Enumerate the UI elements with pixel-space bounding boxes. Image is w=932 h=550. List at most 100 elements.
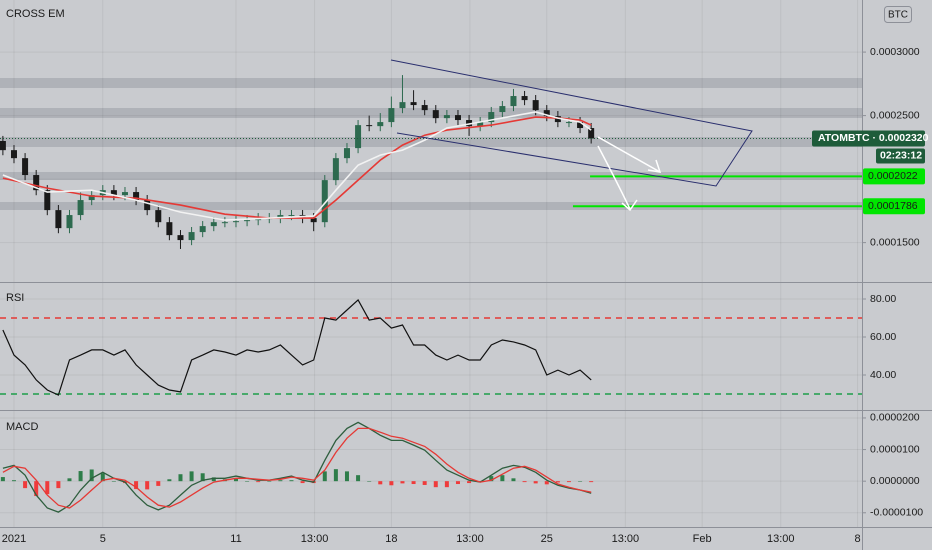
- histogram-bar: [333, 469, 338, 482]
- histogram-bar: [200, 473, 205, 482]
- moving-average: [2, 116, 592, 219]
- histogram-bar: [11, 480, 16, 482]
- y-tick-label: -0.0000100: [870, 507, 923, 519]
- candle-body: [577, 122, 584, 129]
- candle-body: [388, 108, 395, 123]
- candle-body: [366, 125, 373, 127]
- candle-body: [443, 115, 450, 119]
- candle-body: [565, 122, 572, 124]
- histogram-bar: [444, 481, 449, 488]
- candle-body: [33, 175, 40, 191]
- histogram-bar: [34, 481, 39, 497]
- candle-body: [332, 158, 339, 181]
- candle-body: [88, 195, 95, 201]
- level-label: 0.0001786: [868, 200, 918, 212]
- last-price-label: ATOMBTC · 0.0002320: [818, 132, 929, 144]
- histogram-bar: [300, 481, 305, 484]
- candle-body: [144, 200, 151, 211]
- candle-body: [121, 192, 128, 196]
- histogram-bar: [289, 480, 294, 482]
- candle-body: [188, 232, 195, 241]
- candle-body: [210, 222, 217, 227]
- currency-box: [884, 6, 912, 23]
- candle-body: [288, 215, 295, 217]
- level-tag: [863, 198, 925, 215]
- candle-body: [399, 102, 406, 109]
- y-tick-label: 40.00: [870, 369, 896, 381]
- rsi-line: [2, 298, 592, 396]
- histogram-bar: [555, 481, 560, 483]
- histogram-bar: [45, 481, 50, 495]
- candle-body: [199, 226, 206, 233]
- y-tick-label: 0.0001500: [870, 236, 920, 248]
- histogram-bar: [134, 481, 139, 490]
- candle-body: [477, 122, 484, 127]
- drawings: [390, 59, 753, 212]
- candle-body: [532, 100, 539, 111]
- candle-body: [110, 190, 117, 196]
- histogram-bar: [267, 481, 272, 482]
- candle-body: [0, 141, 6, 151]
- y-tick-label: 0.0003000: [870, 46, 920, 58]
- candle-body: [44, 190, 51, 211]
- candle-body: [510, 96, 517, 107]
- x-tick-label: 13:00: [456, 533, 484, 545]
- histogram-bar: [578, 481, 583, 482]
- histogram-bar: [256, 481, 261, 483]
- candle-body: [55, 210, 62, 229]
- countdown-tag: [876, 148, 925, 164]
- histogram-bar: [344, 471, 349, 482]
- candle-body: [155, 210, 162, 223]
- histogram-bar: [67, 478, 72, 482]
- histogram-bar: [78, 471, 83, 482]
- candle-body: [432, 110, 439, 119]
- candle-body: [554, 116, 561, 123]
- candle-body: [277, 215, 284, 219]
- candle-body: [22, 158, 29, 176]
- y-tick-label: 0.0000000: [870, 475, 920, 487]
- histogram-bar: [400, 481, 405, 484]
- histogram-bar: [589, 481, 594, 483]
- candle-body: [232, 221, 239, 223]
- candle-body: [133, 192, 140, 201]
- candle-body: [66, 215, 73, 229]
- histogram-bar: [189, 471, 194, 482]
- histogram-bar: [245, 481, 250, 482]
- histogram-bar: [178, 474, 183, 482]
- pane-title: CROSS EM: [6, 8, 65, 20]
- x-tick-label: 11: [230, 533, 241, 545]
- pane-title: RSI: [6, 292, 24, 304]
- histogram-bar: [0, 477, 5, 482]
- candle-body: [10, 150, 17, 159]
- zone: [0, 78, 862, 88]
- y-tick-label: 60.00: [870, 331, 896, 343]
- candle-body: [221, 222, 228, 224]
- candle-body: [355, 125, 362, 149]
- candle-body: [343, 148, 350, 159]
- histogram-bar: [111, 481, 116, 482]
- histogram-bar: [433, 481, 438, 488]
- histogram-bar: [489, 476, 494, 482]
- x-tick-label: 13:00: [301, 533, 329, 545]
- histogram-bar: [322, 471, 327, 482]
- candle-body: [421, 105, 428, 111]
- channel: [390, 59, 753, 187]
- moving-average: [2, 111, 592, 221]
- y-tick-label: 0.0000100: [870, 443, 920, 455]
- x-tick-label: 2021: [2, 533, 26, 545]
- histogram-bar: [56, 481, 61, 489]
- candle-body: [410, 102, 417, 106]
- histogram-bar: [89, 469, 94, 482]
- histogram-bar: [411, 481, 416, 485]
- histogram-bar: [278, 480, 283, 482]
- arrow: [597, 136, 662, 173]
- x-tick-label: 8: [854, 533, 860, 545]
- candle-body: [454, 115, 461, 121]
- currency: BTC: [888, 10, 908, 21]
- histogram-bar: [544, 481, 549, 485]
- candle-body: [543, 110, 550, 117]
- histogram-bar: [389, 481, 394, 486]
- histogram-bar: [422, 481, 427, 485]
- histogram-bar: [367, 481, 372, 482]
